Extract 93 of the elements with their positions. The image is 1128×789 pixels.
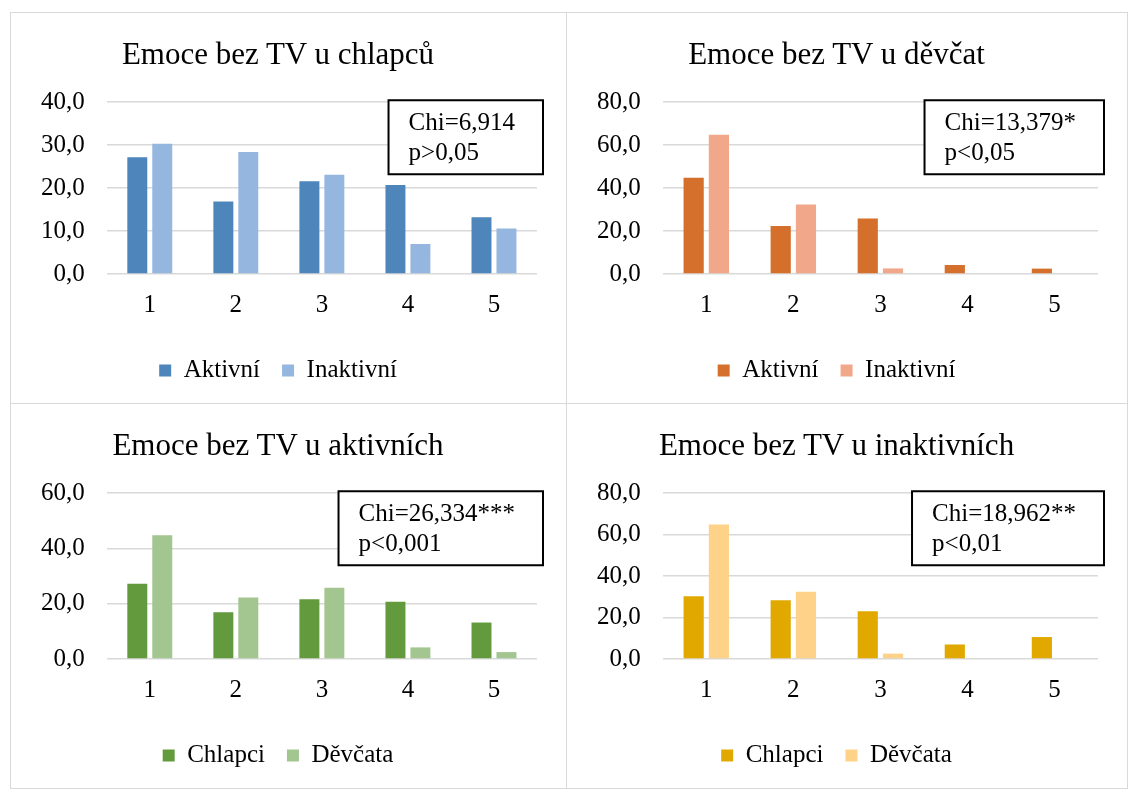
bar (299, 181, 320, 274)
x-tick-label: 5 (487, 674, 501, 702)
annotation: p<0,05 (944, 137, 1015, 165)
legend-label: Chlapci (187, 740, 265, 768)
bar (238, 152, 259, 274)
x-tick-label: 2 (229, 674, 243, 702)
y-tick-label: 10,0 (41, 215, 85, 243)
bar (708, 524, 729, 659)
x-tick-label: 1 (143, 674, 157, 702)
annotation: p<0,01 (932, 528, 1003, 556)
annotation: Chi=18,962** (932, 498, 1077, 526)
annotation: Chi=6,914 (408, 107, 516, 135)
bar (127, 157, 148, 274)
y-tick-label: 20,0 (597, 602, 641, 630)
bar (795, 591, 817, 659)
y-tick-label: 0,0 (53, 258, 85, 286)
annotation: p<0,001 (358, 528, 442, 556)
x-tick-label: 4 (961, 674, 975, 702)
bar (683, 596, 704, 659)
legend-label: Aktivní (742, 355, 819, 383)
y-tick-label: 60,0 (41, 477, 85, 505)
chart-title: Emoce bez TV u inaktivních (658, 426, 1015, 462)
legend-label: Inaktivní (865, 355, 956, 383)
bar (882, 268, 904, 274)
y-tick-label: 60,0 (597, 519, 641, 547)
x-tick-label: 1 (700, 289, 713, 317)
bar (496, 228, 517, 274)
y-tick-label: 40,0 (597, 172, 641, 200)
legend-label: Děvčata (869, 740, 952, 768)
legend-label: Inaktivní (306, 355, 397, 383)
bar (213, 612, 234, 659)
x-tick-label: 5 (1048, 289, 1061, 317)
y-tick-label: 20,0 (41, 588, 85, 616)
bar (1031, 637, 1052, 659)
y-tick-label: 40,0 (41, 533, 85, 561)
bar (795, 204, 817, 274)
bar (385, 185, 406, 274)
bar (770, 226, 791, 274)
x-tick-label: 2 (787, 674, 800, 702)
bar (152, 535, 173, 659)
x-tick-label: 5 (487, 289, 501, 317)
x-tick-label: 2 (787, 289, 800, 317)
y-tick-label: 80,0 (597, 86, 641, 114)
bar (213, 201, 234, 274)
bar (471, 622, 492, 659)
bar (127, 583, 148, 659)
y-tick-label: 0,0 (53, 643, 85, 671)
bar (471, 217, 492, 274)
y-tick-label: 30,0 (41, 129, 85, 157)
bar (770, 600, 791, 659)
y-tick-label: 20,0 (41, 172, 85, 200)
x-tick-label: 2 (229, 289, 243, 317)
bar (683, 177, 704, 274)
annotation: Chi=26,334*** (358, 498, 516, 526)
annotation: p>0,05 (408, 137, 479, 165)
y-tick-label: 0,0 (609, 258, 641, 286)
bar (496, 652, 517, 659)
legend-label: Aktivní (183, 355, 261, 383)
bar (324, 174, 345, 274)
y-tick-label: 40,0 (41, 86, 85, 114)
chart-title: Emoce bez TV u děvčat (688, 35, 986, 71)
y-tick-label: 20,0 (597, 215, 641, 243)
y-tick-label: 80,0 (597, 477, 641, 505)
y-tick-label: 60,0 (597, 129, 641, 157)
x-tick-label: 5 (1048, 674, 1061, 702)
legend-label: Chlapci (745, 740, 824, 768)
bar (944, 264, 965, 274)
bar (708, 134, 729, 274)
x-tick-label: 3 (874, 289, 887, 317)
bar (857, 611, 878, 659)
chart-title: Emoce bez TV u aktivních (112, 426, 445, 462)
x-tick-label: 4 (961, 289, 975, 317)
x-tick-label: 3 (315, 289, 329, 317)
bar (410, 647, 431, 659)
x-tick-label: 3 (874, 674, 887, 702)
y-tick-label: 0,0 (609, 643, 641, 671)
bar (944, 644, 965, 659)
bar (238, 597, 259, 659)
x-tick-label: 3 (315, 674, 329, 702)
bar (385, 601, 406, 659)
x-tick-label: 1 (143, 289, 157, 317)
x-tick-label: 1 (700, 674, 713, 702)
bar (324, 587, 345, 659)
y-tick-label: 40,0 (597, 560, 641, 588)
bar (410, 243, 431, 274)
x-tick-label: 4 (401, 674, 415, 702)
x-tick-label: 4 (401, 289, 415, 317)
legend-label: Děvčata (311, 740, 394, 768)
bar (857, 218, 878, 274)
bar (299, 599, 320, 659)
annotation: Chi=13,379* (944, 107, 1077, 135)
bar (152, 143, 173, 274)
chart-title: Emoce bez TV u chlapců (121, 35, 435, 71)
